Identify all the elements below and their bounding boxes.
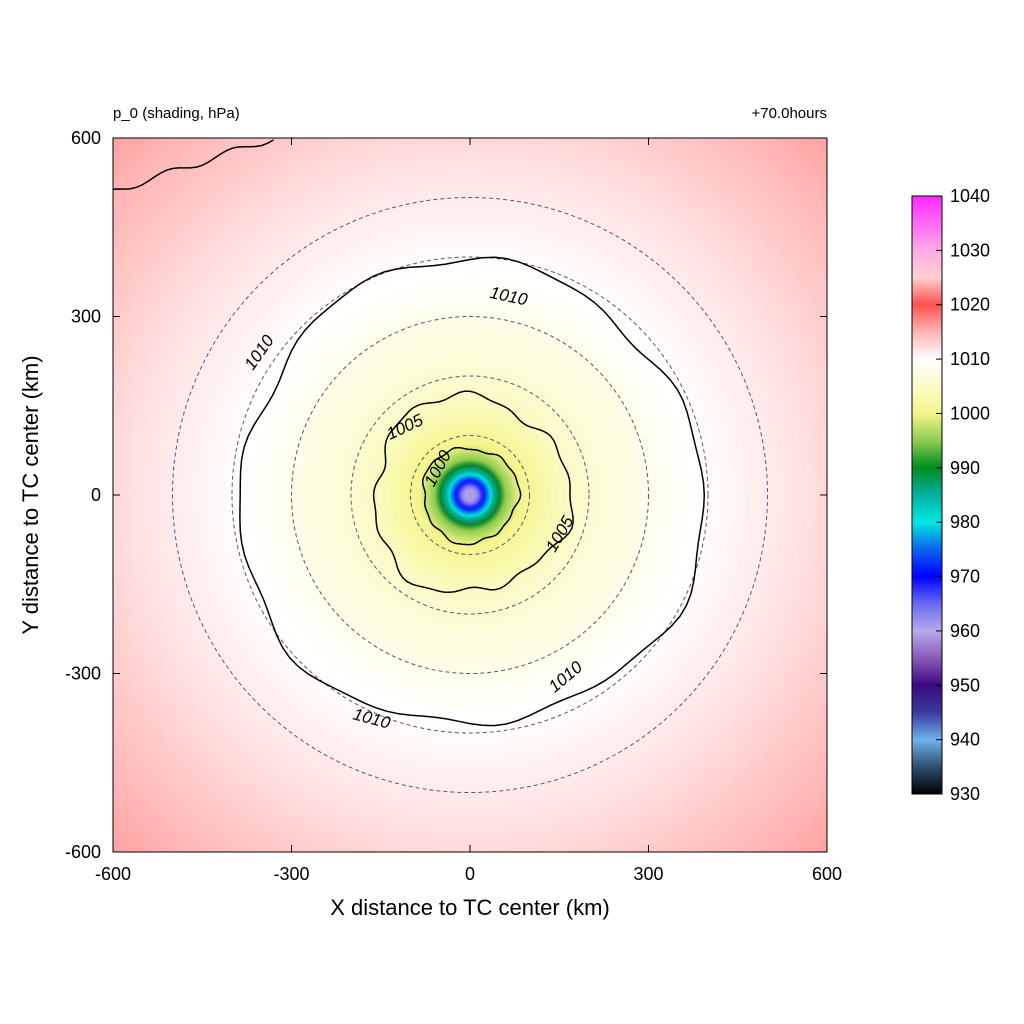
x-tick-label: -300 (273, 864, 309, 884)
x-tick-label: 600 (812, 864, 842, 884)
contour-1000 (421, 446, 522, 546)
colorbar-tick-label: 1040 (950, 186, 990, 206)
x-tick-label: 0 (465, 864, 475, 884)
range-rings (172, 197, 768, 793)
x-tick-label: -600 (95, 864, 131, 884)
range-ring (231, 256, 709, 734)
range-ring (410, 435, 530, 555)
contour-1005 (372, 390, 574, 594)
colorbar-gradient (911, 195, 943, 795)
colorbar-tick-label: 1010 (950, 349, 990, 369)
y-tick-label: 0 (91, 485, 101, 505)
y-axis-label: Y distance to TC center (km) (18, 355, 43, 634)
chart-title-right: +70.0hours (752, 105, 827, 122)
y-tick-label: 600 (71, 128, 101, 148)
colorbar-tick-label: 1000 (950, 403, 990, 423)
pressure-field (113, 138, 827, 852)
colorbar-tick-label: 1030 (950, 240, 990, 260)
colorbar-tick-label: 960 (950, 621, 980, 641)
y-tick-label: -600 (65, 842, 101, 862)
colorbar-tick-label: 980 (950, 512, 980, 532)
contour-1010 (239, 256, 706, 727)
range-ring (291, 316, 649, 674)
range-ring (439, 464, 501, 526)
colorbar-tick-label: 990 (950, 458, 980, 478)
colorbar-tick-label: 1020 (950, 295, 990, 315)
pressure-shading (113, 138, 827, 852)
y-tick-label: -300 (65, 664, 101, 684)
colorbar-tick-label: 940 (950, 730, 980, 750)
x-tick-label: 300 (633, 864, 663, 884)
chart-title-left: p_0 (shading, hPa) (113, 105, 240, 122)
axis-ticks: -600 -300 0 300 600 600 300 0 -300 -600 (65, 128, 842, 884)
colorbar-tick-label: 950 (950, 675, 980, 695)
y-tick-label: 300 (71, 307, 101, 327)
colorbar-tick-label: 970 (950, 567, 980, 587)
x-axis-label: X distance to TC center (km) (330, 895, 610, 920)
range-ring (172, 197, 768, 793)
range-ring (350, 375, 590, 615)
contour-1010-corner (113, 139, 274, 190)
colorbar-tick-label: 930 (950, 784, 980, 804)
pressure-contours (113, 139, 706, 727)
colorbar: 1040 1030 1020 1010 1000 990 980 970 960 950 940 93… (911, 186, 990, 804)
